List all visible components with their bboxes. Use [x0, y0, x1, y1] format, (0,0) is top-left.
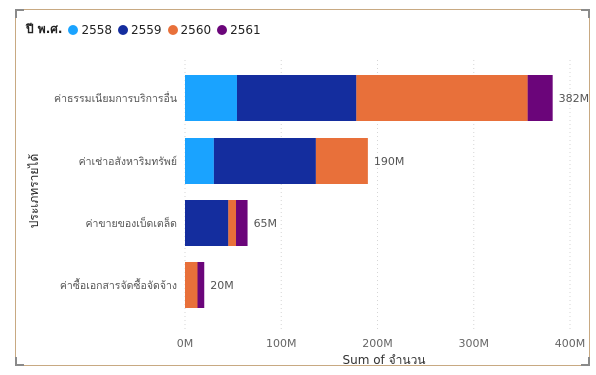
frame-corner-top-left: [15, 9, 24, 18]
x-tick-label: 100M: [266, 337, 297, 350]
x-tick-label: 300M: [459, 337, 490, 350]
bar-segment-2560[interactable]: [185, 262, 198, 308]
bar-segment-2559[interactable]: [185, 200, 229, 246]
legend-label-2559: 2559: [131, 22, 162, 37]
legend-swatch-2558: [68, 24, 79, 35]
frame-corner-bottom-right: [581, 357, 590, 366]
category-label: ค่าธรรมเนียมการบริการอื่น: [54, 91, 177, 105]
bar-segment-2561[interactable]: [236, 200, 248, 246]
bar-segment-2561[interactable]: [527, 75, 553, 121]
category-label: ค่าขายของเบ็ดเตล็ด: [86, 216, 178, 230]
legend-swatch-2561: [217, 24, 228, 35]
frame-corner-bottom-left: [15, 357, 24, 366]
total-data-label: 382M: [559, 92, 590, 105]
chart-visual-frame[interactable]: [15, 9, 590, 366]
x-axis-title: Sum of จำนวน: [342, 353, 425, 367]
legend-label-2560: 2560: [180, 22, 212, 37]
total-data-label: 190M: [374, 155, 405, 168]
bar-segment-2558[interactable]: [185, 138, 214, 184]
bar-segment-2558[interactable]: [185, 75, 237, 121]
legend-title: ปี พ.ศ.: [26, 22, 63, 36]
total-data-label: 65M: [254, 217, 278, 230]
x-tick-label: 400M: [555, 337, 586, 350]
frame-corner-top-right: [581, 9, 590, 18]
legend-swatch-2560: [167, 24, 178, 35]
legend-label-2561: 2561: [230, 22, 261, 37]
bar-segment-2560[interactable]: [315, 138, 368, 184]
chart-legend: ปี พ.ศ. 2558 2559 2560 2561: [26, 20, 267, 39]
bar-segment-2561[interactable]: [197, 262, 205, 308]
legend-item-2561[interactable]: 2561: [217, 23, 261, 37]
category-label: ค่าซื้อเอกสารจัดซื้อจัดจ้าง: [60, 278, 177, 292]
legend-label-2558: 2558: [81, 22, 112, 37]
y-axis-title: ประเภทรายได้: [27, 154, 41, 228]
legend-swatch-2559: [118, 24, 128, 35]
legend-item-2559[interactable]: 2559: [118, 23, 162, 37]
total-data-label: 20M: [210, 279, 234, 292]
bar-segment-2560[interactable]: [228, 200, 237, 246]
legend-item-2558[interactable]: 2558: [68, 23, 112, 37]
bar-segment-2559[interactable]: [213, 138, 316, 184]
x-tick-label: 200M: [362, 337, 393, 350]
legend-item-2560[interactable]: 2560: [167, 22, 212, 37]
bar-segment-2559[interactable]: [236, 75, 357, 121]
category-label: ค่าเช่าอสังหาริมทรัพย์: [79, 155, 177, 168]
x-tick-label: 0M: [177, 337, 194, 350]
bar-segment-2560[interactable]: [356, 75, 528, 121]
